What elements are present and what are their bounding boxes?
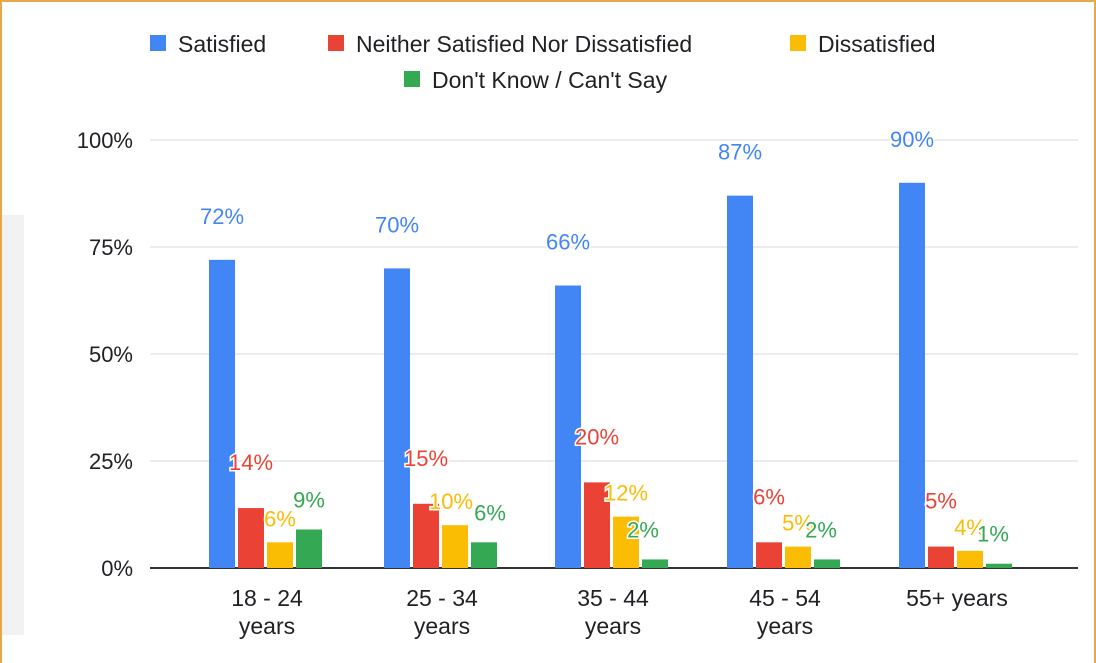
bar-neither-satisfied-nor-dissatisfied-2 — [584, 482, 610, 568]
bar-don-t-know-can-t-say-2 — [642, 559, 668, 568]
data-label: 87% — [718, 140, 762, 165]
data-label: 4% — [954, 515, 986, 540]
bar-neither-satisfied-nor-dissatisfied-4 — [928, 546, 954, 568]
data-labels: 72% 70%66%87%90%14% 15%20%6% 5%6%10% 12%5% 4%… — [198, 125, 1010, 548]
legend-label: Neither Satisfied Nor Dissatisfied — [356, 31, 692, 57]
y-tick-label: 100% — [77, 128, 133, 153]
legend-swatch — [790, 35, 806, 51]
chart-legend: Satisfied Neither Satisfied Nor Dissatisf… — [150, 31, 936, 93]
y-tick-label: 75% — [89, 235, 133, 260]
x-tick-label: years — [757, 613, 813, 639]
bars — [209, 182, 1012, 569]
data-label: 66% — [546, 230, 590, 255]
bar-dissatisfied-4 — [957, 550, 983, 568]
bar-neither-satisfied-nor-dissatisfied-0 — [238, 508, 264, 568]
legend-swatch — [150, 35, 166, 51]
data-label: 72% — [200, 204, 244, 229]
bar-neither-satisfied-nor-dissatisfied-1 — [413, 503, 439, 568]
legend-swatch — [328, 35, 344, 51]
data-label: 2% — [805, 517, 837, 542]
y-tick-label: 50% — [89, 342, 133, 367]
y-tick-label: 0% — [101, 556, 133, 581]
x-tick-label: 55+ years — [906, 585, 1008, 611]
data-label: 6% — [753, 484, 785, 509]
bar-dissatisfied-1 — [442, 525, 468, 568]
legend-swatch — [404, 71, 420, 87]
bar-don-t-know-can-t-say-0 — [296, 529, 322, 568]
x-tick-label: 25 - 34 — [406, 585, 478, 611]
legend-label: Satisfied — [178, 31, 266, 57]
data-label: 12% — [604, 481, 648, 506]
legend-label: Don't Know / Can't Say — [432, 67, 668, 93]
bar-don-t-know-can-t-say-1 — [471, 542, 497, 568]
data-label: 9% — [293, 487, 325, 512]
bar-dissatisfied-2 — [613, 516, 639, 568]
data-label: 1% — [977, 522, 1009, 547]
y-tick-label: 25% — [89, 449, 133, 474]
bar-satisfied-4 — [899, 182, 925, 569]
x-tick-label: years — [239, 613, 295, 639]
x-tick-label: 18 - 24 — [231, 585, 303, 611]
x-tick-label: 35 - 44 — [577, 585, 649, 611]
data-label: 6% — [264, 506, 296, 531]
side-panel-strip — [2, 215, 24, 635]
x-tick-label: 45 - 54 — [749, 585, 821, 611]
bar-satisfied-2 — [555, 285, 581, 568]
legend-label: Dissatisfied — [818, 31, 936, 57]
bar-neither-satisfied-nor-dissatisfied-3 — [756, 542, 782, 568]
data-label: 70% — [375, 212, 419, 237]
y-axis: 0% 25% 50% 75% 100% — [77, 128, 133, 581]
bar-don-t-know-can-t-say-3 — [814, 559, 840, 568]
data-label: 2% — [627, 517, 659, 542]
data-label: 6% — [474, 500, 506, 525]
bar-dissatisfied-0 — [267, 542, 293, 568]
data-label: 15% — [404, 446, 448, 471]
bar-satisfied-1 — [384, 268, 410, 568]
bar-satisfied-0 — [209, 259, 235, 568]
x-tick-label: years — [414, 613, 470, 639]
data-label: 20% — [575, 424, 619, 449]
data-label: 90% — [890, 127, 934, 152]
data-label: 5% — [782, 511, 814, 536]
data-label: 5% — [925, 489, 957, 514]
bar-dissatisfied-3 — [785, 546, 811, 568]
x-tick-label: years — [585, 613, 641, 639]
bar-don-t-know-can-t-say-4 — [986, 563, 1012, 568]
bar-satisfied-3 — [727, 195, 753, 568]
data-label: 10% — [429, 489, 473, 514]
data-label: 14% — [229, 450, 273, 475]
